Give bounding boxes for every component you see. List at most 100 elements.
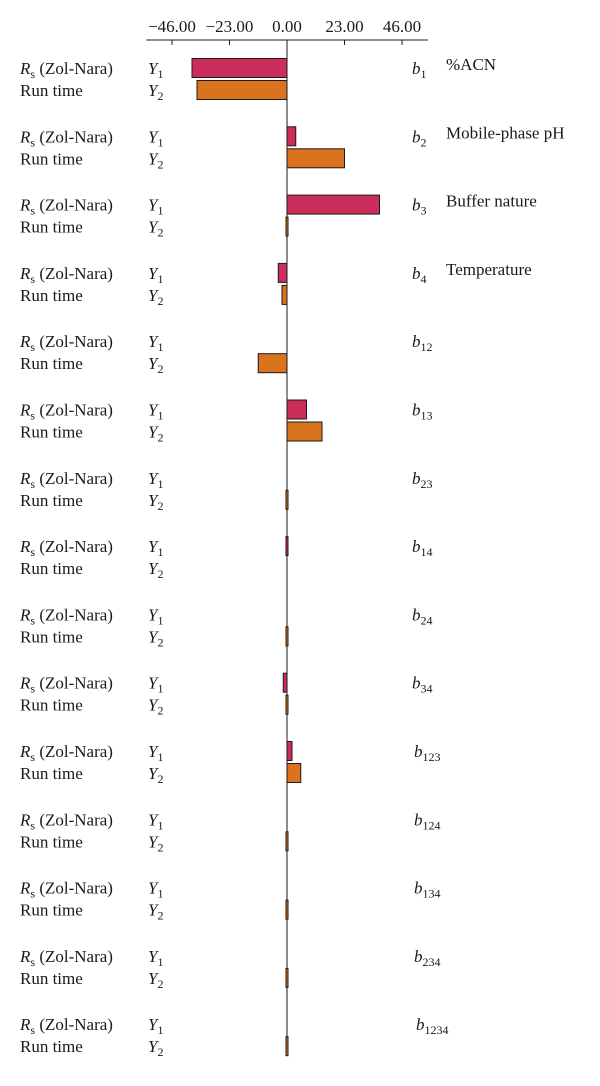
- response-symbol-y2: Y2: [148, 969, 163, 991]
- response-name-y1: Rs (Zol-Nara): [19, 59, 113, 81]
- coefficient-label: b12: [412, 332, 433, 354]
- response-symbol-y1: Y1: [148, 947, 163, 969]
- response-symbol-y1: Y1: [148, 332, 163, 354]
- response-symbol-y2: Y2: [148, 1037, 163, 1059]
- response-name-y2: Run time: [20, 149, 83, 168]
- response-symbol-y2: Y2: [148, 696, 163, 718]
- response-name-y1: Rs (Zol-Nara): [19, 127, 113, 149]
- bar-b1-y2: [196, 80, 288, 100]
- bar-b4-y2: [281, 284, 288, 305]
- x-tick-label: −23.00: [206, 17, 254, 36]
- response-name-y1: Rs (Zol-Nara): [19, 947, 113, 969]
- coefficient-label: b23: [412, 469, 433, 491]
- response-symbol-y2: Y2: [148, 832, 163, 854]
- bar-b1234-y2: [285, 1036, 289, 1057]
- response-name-y1: Rs (Zol-Nara): [19, 401, 113, 423]
- response-symbol-y1: Y1: [148, 401, 163, 423]
- response-name-y2: Run time: [20, 354, 83, 373]
- response-symbol-y1: Y1: [148, 605, 163, 627]
- coefficient-label: b24: [412, 605, 433, 627]
- response-name-y2: Run time: [20, 969, 83, 988]
- response-symbol-y2: Y2: [148, 81, 163, 103]
- response-name-y1: Rs (Zol-Nara): [19, 332, 113, 354]
- response-name-y2: Run time: [20, 901, 83, 920]
- bar-b34-y2: [285, 694, 289, 715]
- response-symbol-y1: Y1: [148, 537, 163, 559]
- response-name-y2: Run time: [20, 218, 83, 237]
- coefficient-label: b134: [414, 879, 441, 901]
- response-symbol-y2: Y2: [148, 764, 163, 786]
- bar-b34-y1: [282, 672, 288, 693]
- response-symbol-y1: Y1: [148, 1015, 163, 1037]
- response-symbol-y2: Y2: [148, 354, 163, 376]
- response-name-y2: Run time: [20, 286, 83, 305]
- response-symbol-y1: Y1: [148, 742, 163, 764]
- bar-b23-y2: [285, 489, 289, 510]
- response-name-y2: Run time: [20, 491, 83, 510]
- response-symbol-y1: Y1: [148, 59, 163, 81]
- response-symbol-y2: Y2: [148, 218, 163, 240]
- response-name-y1: Rs (Zol-Nara): [19, 674, 113, 696]
- bars: [191, 58, 380, 1057]
- x-tick-label: 0.00: [272, 17, 302, 36]
- response-symbol-y1: Y1: [148, 469, 163, 491]
- factor-label: Temperature: [446, 260, 532, 279]
- bar-b124-y2: [285, 831, 289, 852]
- coefficient-label: b2: [412, 127, 427, 149]
- response-symbol-y1: Y1: [148, 196, 163, 218]
- bar-b4-y1: [277, 262, 288, 283]
- bar-b123-y1: [286, 741, 293, 761]
- coefficient-label: b123: [414, 742, 441, 764]
- response-symbol-y2: Y2: [148, 286, 163, 308]
- bar-b2-y2: [286, 148, 345, 169]
- response-name-y2: Run time: [20, 627, 83, 646]
- response-name-y2: Run time: [20, 423, 83, 442]
- x-tick-label: 23.00: [325, 17, 363, 36]
- response-name-y2: Run time: [20, 764, 83, 783]
- response-symbol-y2: Y2: [148, 559, 163, 581]
- response-symbol-y2: Y2: [148, 423, 163, 445]
- coefficient-label: b4: [412, 264, 427, 286]
- response-name-y1: Rs (Zol-Nara): [19, 879, 113, 901]
- bar-b3-y2: [285, 216, 289, 237]
- x-tick-label: −46.00: [148, 17, 196, 36]
- bar-b13-y1: [286, 399, 307, 420]
- response-name-y2: Run time: [20, 696, 83, 715]
- coefficient-label: b124: [414, 810, 441, 832]
- bar-b134-y2: [285, 899, 289, 920]
- x-tick-label: 46.00: [383, 17, 421, 36]
- response-name-y2: Run time: [20, 1037, 83, 1056]
- bar-b14-y1: [285, 536, 289, 557]
- response-symbol-y2: Y2: [148, 149, 163, 171]
- response-symbol-y2: Y2: [148, 901, 163, 923]
- response-symbol-y2: Y2: [148, 491, 163, 513]
- coefficient-label: b1: [412, 59, 427, 81]
- response-symbol-y1: Y1: [148, 264, 163, 286]
- response-name-y2: Run time: [20, 81, 83, 100]
- factor-label: Mobile-phase pH: [446, 123, 565, 142]
- factor-label: Buffer nature: [446, 192, 537, 211]
- response-name-y1: Rs (Zol-Nara): [19, 469, 113, 491]
- coefficient-label: b34: [412, 674, 433, 696]
- response-name-y1: Rs (Zol-Nara): [19, 264, 113, 286]
- coefficient-label: b1234: [416, 1015, 449, 1037]
- response-name-y1: Rs (Zol-Nara): [19, 605, 113, 627]
- response-symbol-y1: Y1: [148, 879, 163, 901]
- bar-b13-y2: [286, 421, 323, 442]
- coefficient-label: b3: [412, 196, 427, 218]
- response-name-y1: Rs (Zol-Nara): [19, 810, 113, 832]
